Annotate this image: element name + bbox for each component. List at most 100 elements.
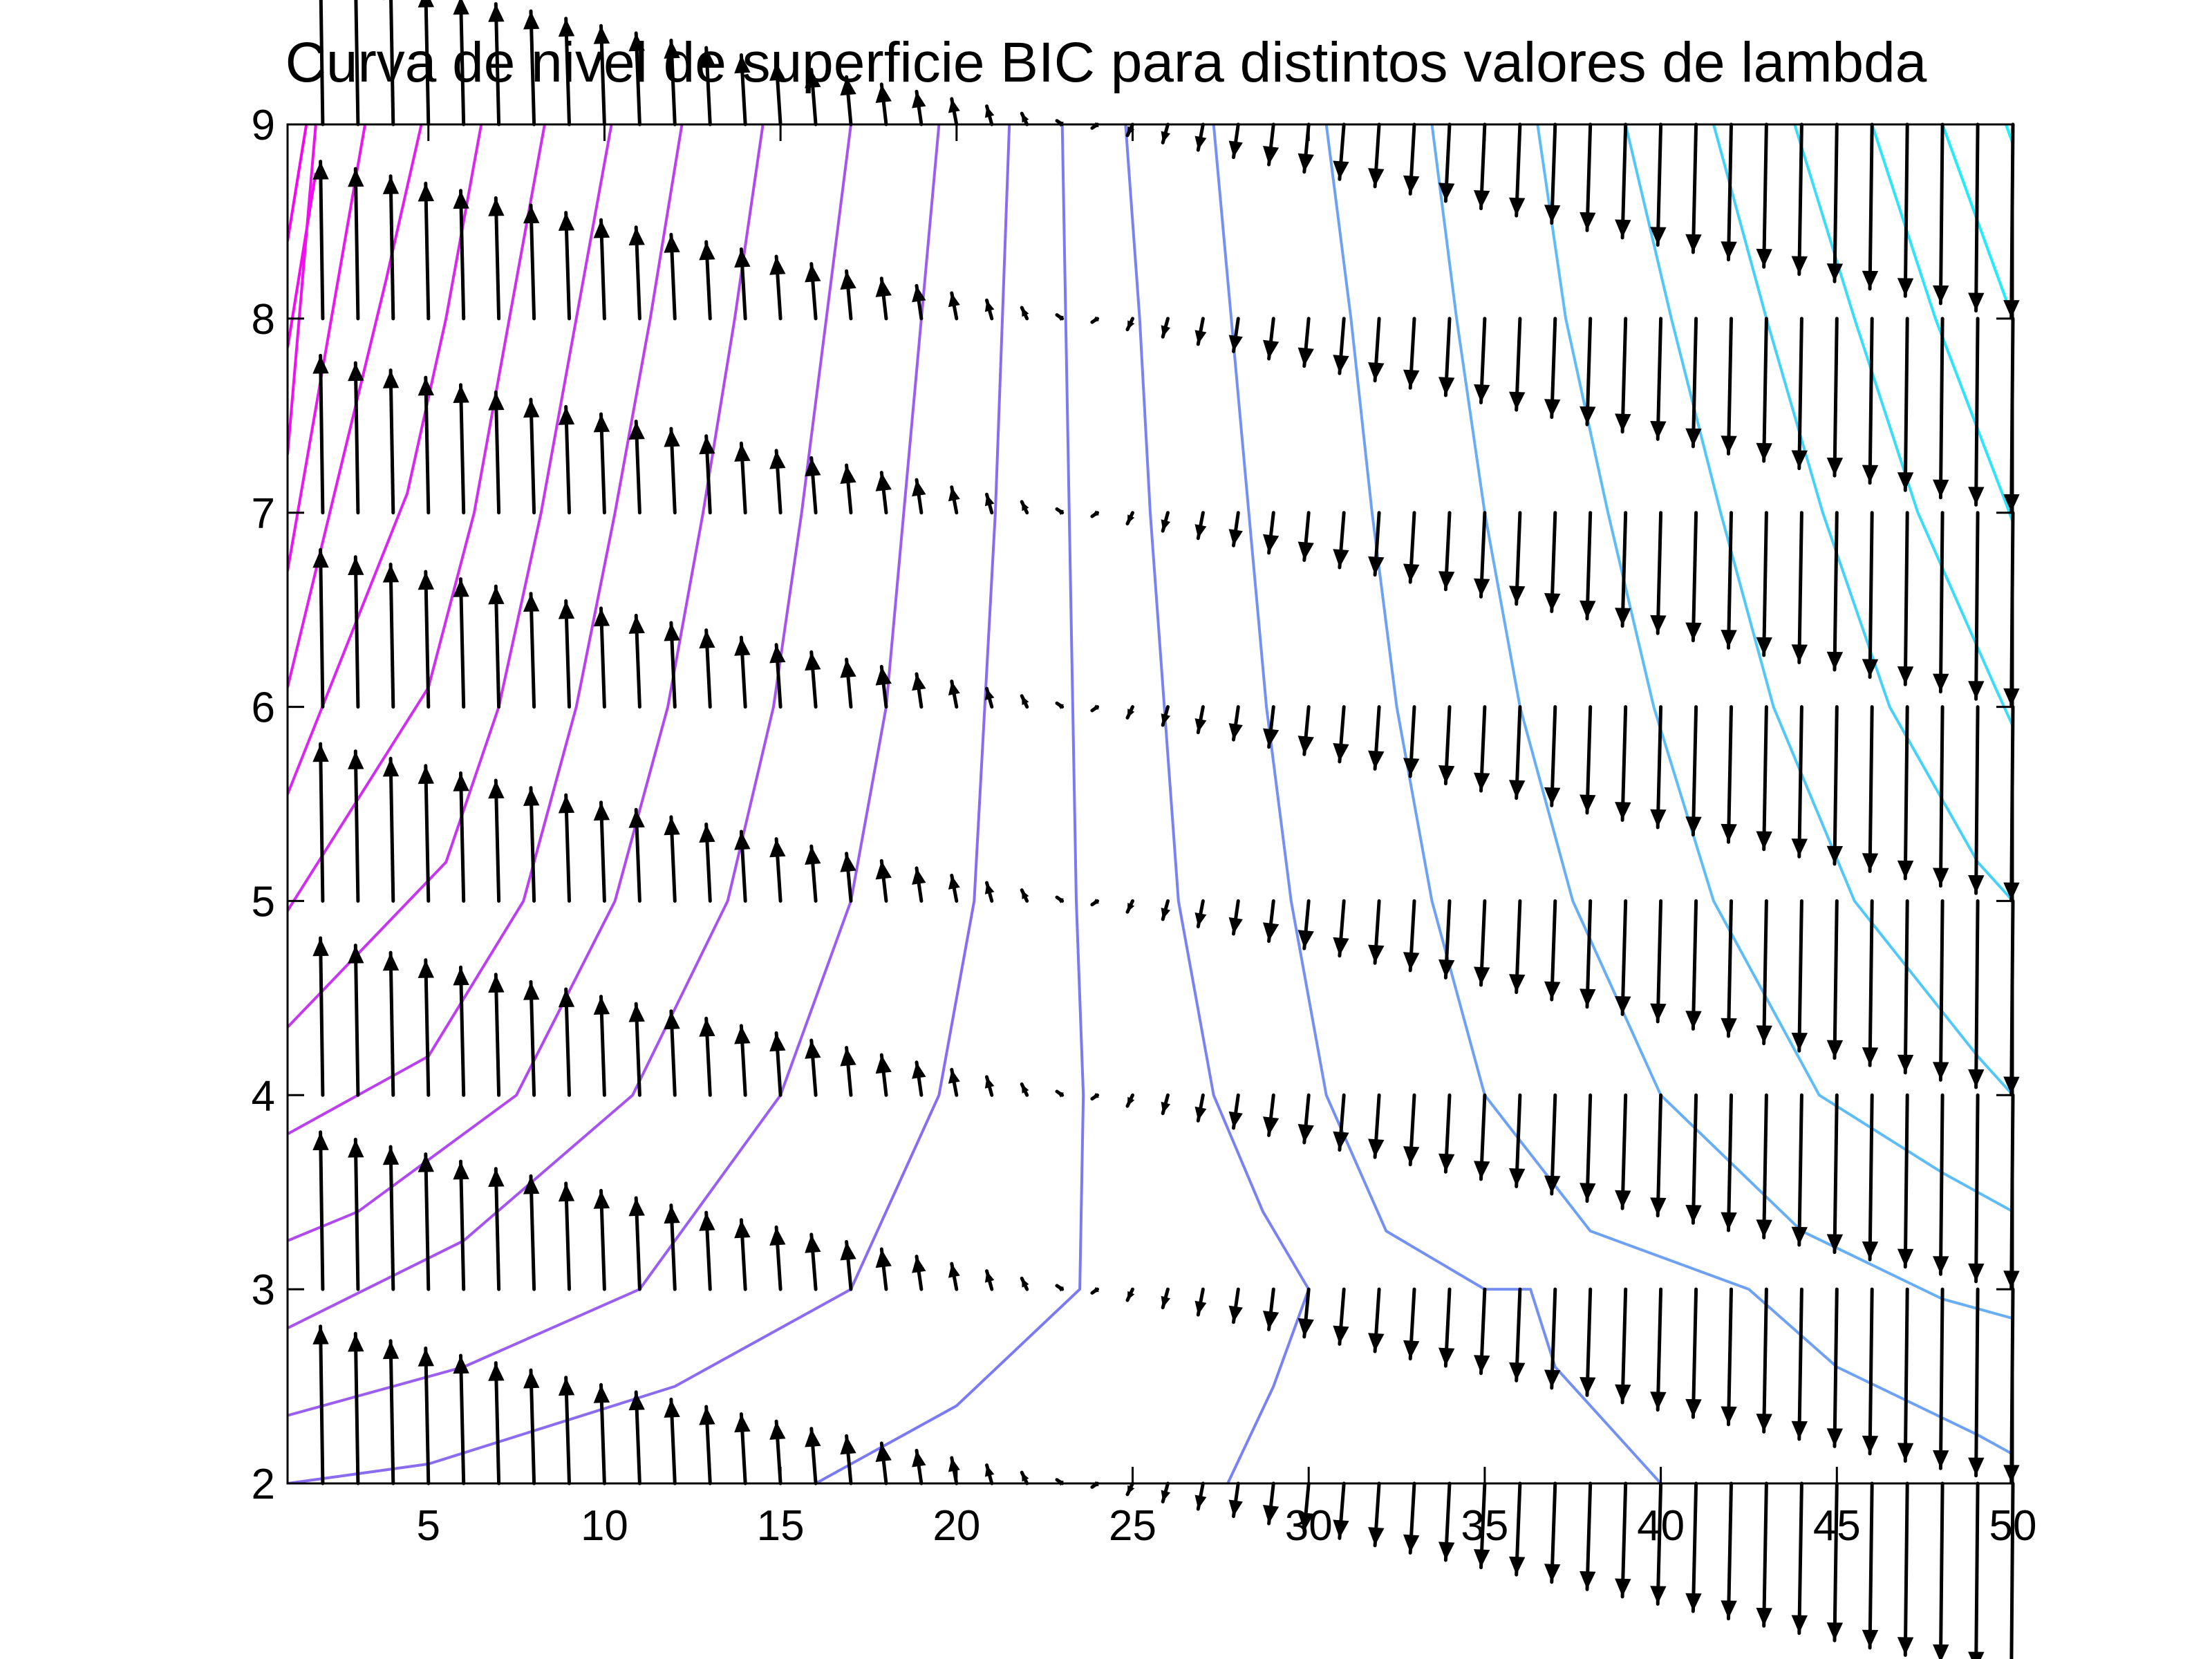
quiver-arrow bbox=[312, 742, 329, 903]
quiver-arrow bbox=[1090, 704, 1100, 713]
contour-line-14 bbox=[288, 124, 308, 241]
quiver-arrow bbox=[1685, 122, 1702, 254]
quiver-arrow bbox=[1403, 705, 1420, 778]
quiver-arrow bbox=[1650, 705, 1667, 830]
quiver-arrow bbox=[312, 1324, 329, 1485]
quiver-arrow bbox=[805, 1427, 821, 1485]
quiver-arrow bbox=[1161, 1481, 1171, 1503]
quiver-arrow bbox=[805, 1232, 821, 1291]
quiver-arrow bbox=[1791, 317, 1808, 471]
quiver-arrow bbox=[1756, 1287, 1772, 1434]
quiver-arrow bbox=[2009, 1481, 2015, 1659]
quiver-arrow bbox=[699, 822, 715, 903]
quiver-arrow bbox=[1263, 1287, 1280, 1331]
quiver-arrow bbox=[1544, 899, 1561, 1002]
quiver-arrow bbox=[488, 1167, 505, 1291]
quiver-arrow bbox=[1897, 317, 1914, 492]
quiver-arrow bbox=[558, 211, 575, 321]
quiver-arrow bbox=[453, 0, 469, 126]
quiver-arrow bbox=[1791, 1093, 1808, 1247]
quiver-arrow bbox=[453, 965, 469, 1097]
quiver-arrow bbox=[1615, 317, 1631, 434]
quiver-arrow bbox=[734, 635, 751, 709]
quiver-arrow bbox=[1615, 122, 1631, 240]
quiver-arrow bbox=[769, 449, 786, 515]
quiver-arrow bbox=[312, 353, 329, 515]
x-tick-label: 35 bbox=[1461, 1502, 1508, 1550]
quiver-arrow bbox=[1968, 1287, 1985, 1478]
quiver-arrow bbox=[1933, 317, 1949, 500]
quiver-arrow bbox=[875, 276, 892, 321]
quiver-arrow bbox=[984, 1269, 995, 1291]
quiver-arrow bbox=[312, 1130, 329, 1291]
quiver-arrow bbox=[1194, 1093, 1207, 1123]
quiver-arrow bbox=[1826, 899, 1844, 1060]
quiver-arrow bbox=[1263, 511, 1280, 555]
quiver-arrow bbox=[875, 1247, 892, 1291]
quiver-arrow bbox=[1368, 705, 1385, 771]
quiver-arrow bbox=[628, 1196, 645, 1291]
contour-line-8 bbox=[288, 124, 546, 912]
quiver-arrow bbox=[1615, 1287, 1631, 1405]
quiver-arrow bbox=[1897, 1481, 1914, 1657]
quiver-arrow bbox=[348, 944, 364, 1097]
quiver-arrow bbox=[734, 1218, 751, 1291]
contour-line-11 bbox=[288, 124, 367, 572]
y-tick-label: 3 bbox=[252, 1266, 275, 1314]
quiver-arrow bbox=[418, 0, 434, 126]
quiver-arrow bbox=[1403, 122, 1420, 196]
quiver-arrow bbox=[875, 1053, 892, 1097]
quiver-arrow bbox=[1161, 705, 1171, 727]
quiver-arrow bbox=[1194, 1481, 1207, 1511]
quiver-arrow bbox=[488, 2, 505, 126]
quiver-arrow bbox=[382, 562, 400, 709]
quiver-arrow bbox=[769, 1419, 786, 1485]
quiver-arrow bbox=[593, 800, 610, 903]
quiver-arrow bbox=[1228, 899, 1243, 936]
quiver-arrow bbox=[1228, 1093, 1243, 1130]
y-tick-label: 9 bbox=[252, 102, 275, 149]
contour-line-9 bbox=[288, 124, 483, 795]
quiver-arrow bbox=[1438, 511, 1455, 592]
quiver-arrow bbox=[1580, 511, 1596, 621]
quiver-arrow bbox=[2003, 511, 2020, 709]
quiver-arrow bbox=[1297, 122, 1314, 174]
quiver-arrow bbox=[1509, 705, 1526, 800]
quiver-arrow bbox=[1933, 705, 1949, 888]
quiver-arrow bbox=[1125, 705, 1135, 720]
quiver-arrow bbox=[1161, 122, 1171, 144]
quiver-arrow bbox=[1933, 511, 1949, 694]
quiver-arrow bbox=[875, 471, 892, 515]
quiver-arrow bbox=[699, 1405, 715, 1485]
quiver-arrow bbox=[1368, 511, 1385, 577]
quiver-arrow bbox=[805, 262, 821, 321]
quiver-arrow bbox=[1897, 899, 1914, 1075]
quiver-arrow bbox=[948, 1067, 960, 1097]
quiver-arrow bbox=[840, 1046, 856, 1097]
quiver-arrow bbox=[488, 973, 505, 1097]
quiver-arrow bbox=[1438, 705, 1455, 786]
quiver-arrow bbox=[1615, 899, 1631, 1016]
quiver-arrow bbox=[2003, 705, 2020, 903]
quiver-arrow bbox=[1474, 511, 1490, 599]
quiver-arrow bbox=[912, 1448, 926, 1485]
quiver-arrow bbox=[1090, 1286, 1100, 1295]
quiver-arrow bbox=[1826, 122, 1844, 283]
quiver-arrow bbox=[1090, 510, 1100, 518]
quiver-arrow bbox=[1544, 1287, 1561, 1390]
quiver-arrow bbox=[1333, 1287, 1349, 1346]
quiver-arrow bbox=[1194, 511, 1207, 541]
quiver-arrow bbox=[1020, 888, 1029, 903]
quiver-arrow bbox=[348, 167, 364, 321]
quiver-arrow bbox=[382, 756, 400, 903]
quiver-arrow bbox=[1756, 1481, 1772, 1628]
quiver-arrow bbox=[1721, 317, 1737, 456]
quiver-arrow bbox=[1055, 313, 1065, 321]
quiver-arrow bbox=[628, 1390, 645, 1485]
quiver-arrow bbox=[1968, 122, 1985, 313]
quiver-arrow bbox=[840, 463, 856, 515]
quiver-arrow bbox=[1438, 899, 1455, 980]
quiver-arrow bbox=[840, 1434, 856, 1485]
quiver-arrow bbox=[1650, 317, 1667, 441]
quiver-arrow bbox=[840, 852, 856, 903]
